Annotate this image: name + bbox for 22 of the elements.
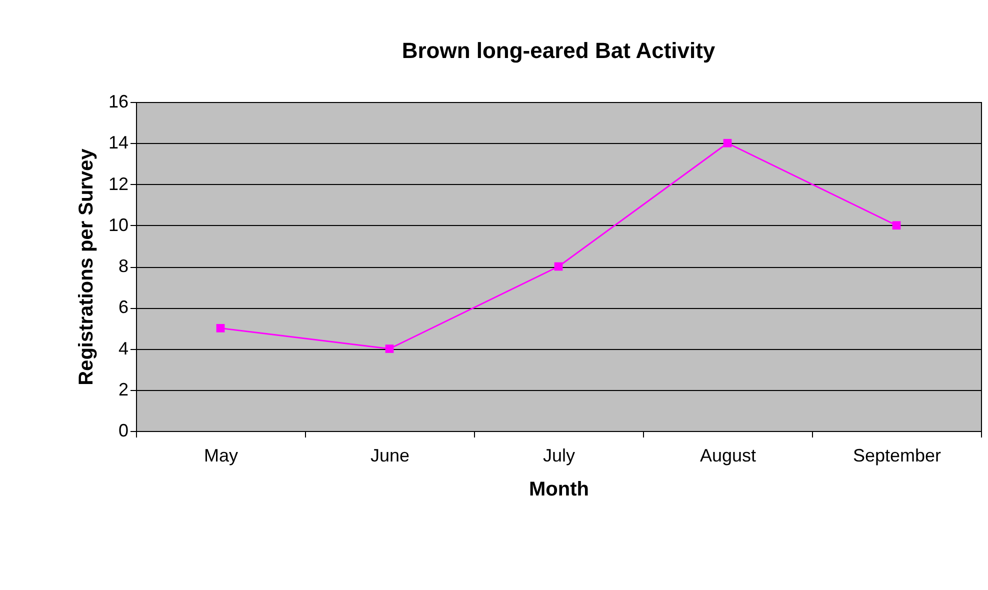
x-tick-label: August <box>700 446 756 466</box>
chart-title: Brown long-eared Bat Activity <box>402 38 716 63</box>
point <box>216 324 225 332</box>
y-tick-label: 2 <box>118 379 128 400</box>
point <box>892 221 901 230</box>
y-tick-label: 10 <box>108 214 128 235</box>
x-axis-title: Month <box>529 478 589 500</box>
y-axis-title: Registrations per Survey <box>75 148 98 386</box>
x-tick-label: September <box>852 446 942 466</box>
point <box>723 138 732 148</box>
x-tick-label: June <box>370 446 410 466</box>
y-tick-label: 6 <box>118 297 128 318</box>
y-tick-label: 0 <box>118 420 128 440</box>
y-tick-label: 12 <box>108 174 128 194</box>
x-tick-label: May <box>204 446 238 466</box>
point <box>554 262 563 271</box>
y-tick-label: 8 <box>118 256 128 276</box>
x-tick-label: July <box>542 446 576 466</box>
point <box>385 344 394 353</box>
y-tick-label: 4 <box>118 338 128 358</box>
y-tick-label: 14 <box>108 132 128 153</box>
y-tick-label: 16 <box>108 92 128 112</box>
